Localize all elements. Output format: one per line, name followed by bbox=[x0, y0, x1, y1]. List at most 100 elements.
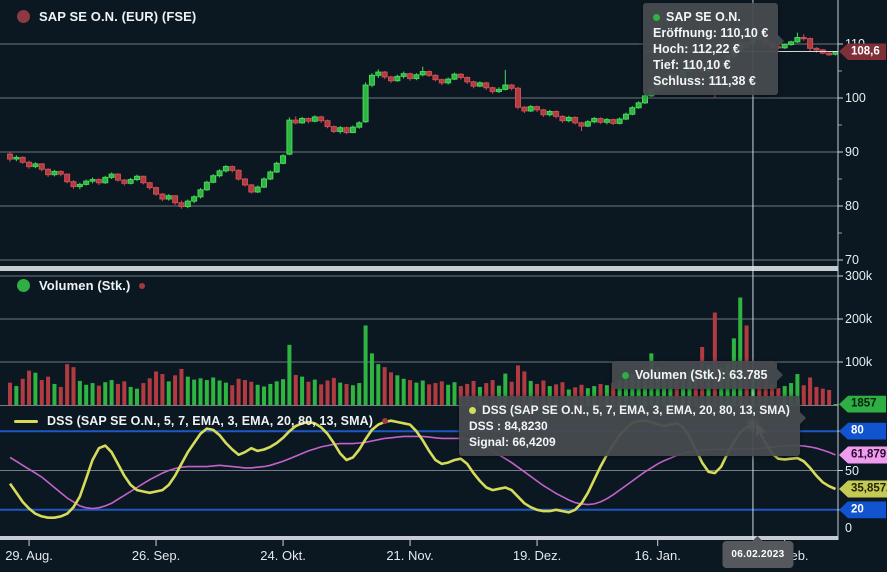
candlestick bbox=[114, 173, 121, 181]
candlestick bbox=[229, 166, 236, 171]
volume-bar bbox=[484, 383, 489, 405]
candlestick bbox=[565, 116, 572, 122]
candlestick bbox=[356, 122, 363, 128]
candlestick bbox=[184, 200, 191, 208]
volume-bar bbox=[446, 384, 451, 405]
volume-bar bbox=[636, 375, 641, 405]
volume-bar bbox=[198, 378, 203, 405]
volume-bar bbox=[33, 372, 38, 405]
volume-bar bbox=[217, 380, 222, 405]
candlestick bbox=[622, 113, 629, 120]
volume-bar bbox=[623, 377, 628, 405]
volume-bar bbox=[211, 377, 216, 405]
tooltip-series-dot-icon bbox=[653, 13, 660, 21]
candlestick bbox=[603, 119, 610, 123]
volume-bar bbox=[414, 382, 419, 405]
candlestick bbox=[343, 127, 350, 134]
volume-bar bbox=[395, 375, 400, 405]
volume-bar bbox=[433, 383, 438, 405]
volume-bar bbox=[522, 371, 527, 405]
volume-bar bbox=[52, 383, 57, 405]
volume-bar bbox=[147, 378, 152, 405]
tooltip-volume-value: Volumen (Stk.): 63.785 bbox=[635, 368, 768, 382]
dss-secondary-dot-icon bbox=[382, 418, 389, 424]
candlestick bbox=[102, 176, 109, 184]
crosshair-date: 06.02.2023 bbox=[731, 549, 785, 560]
candlestick bbox=[286, 119, 293, 155]
candlestick bbox=[521, 106, 528, 112]
volume-bar bbox=[516, 365, 520, 405]
candlestick bbox=[222, 166, 229, 172]
volume-bar bbox=[71, 367, 76, 405]
candlestick bbox=[394, 75, 401, 82]
candlestick bbox=[203, 181, 210, 191]
volume-bar bbox=[376, 364, 381, 405]
volume-bar bbox=[541, 380, 546, 405]
last-volume-badge: 1857 bbox=[839, 395, 886, 413]
volume-bar bbox=[319, 384, 324, 405]
candlestick bbox=[445, 78, 452, 84]
candlestick bbox=[368, 74, 375, 86]
price-axis-label: 90 bbox=[845, 145, 859, 159]
volume-bar bbox=[814, 386, 819, 405]
dss-level-20-badge: 20 bbox=[839, 501, 886, 519]
date-axis-label: 24. Okt. bbox=[260, 548, 306, 563]
volume-bar bbox=[738, 297, 743, 405]
volume-bar bbox=[630, 374, 635, 405]
price-series-dot-icon bbox=[17, 10, 30, 23]
volume-bar bbox=[46, 376, 51, 405]
volume-bar bbox=[103, 382, 108, 405]
volume-bar bbox=[598, 383, 603, 405]
candlestick bbox=[121, 179, 128, 184]
date-axis-label: 19. Dez. bbox=[512, 548, 562, 563]
volume-bar bbox=[122, 381, 127, 405]
volume-bar bbox=[65, 364, 70, 405]
candlestick bbox=[610, 119, 617, 124]
dss-series-legend[interactable]: DSS (SAP SE O.N., 5, 7, EMA, 3, EMA, 20,… bbox=[14, 414, 389, 428]
candlestick bbox=[159, 193, 166, 200]
candlestick bbox=[108, 173, 115, 178]
volume-bar bbox=[611, 382, 616, 405]
volume-series-legend[interactable]: Volumen (Stk.) bbox=[17, 278, 146, 293]
volume-bar bbox=[8, 382, 12, 405]
candlestick bbox=[7, 153, 13, 160]
dss-tooltip: DSS (SAP SE O.N., 5, 7, EMA, 3, EMA, 20,… bbox=[459, 396, 806, 456]
candlestick bbox=[800, 37, 807, 40]
date-axis-label: 16. Jan. bbox=[634, 548, 681, 563]
volume-bar bbox=[338, 382, 343, 405]
volume-bar bbox=[185, 376, 190, 405]
candlestick bbox=[292, 119, 299, 124]
volume-bar bbox=[827, 389, 832, 405]
candlestick bbox=[134, 175, 140, 181]
price-series-legend[interactable]: SAP SE O.N. (EUR) (FSE) bbox=[17, 9, 196, 24]
volume-bar bbox=[141, 383, 146, 405]
candlestick bbox=[388, 76, 394, 82]
candlestick bbox=[451, 73, 458, 80]
tooltip-dss-value: DSS : 84,8230 bbox=[469, 419, 548, 433]
volume-bar bbox=[604, 385, 609, 405]
volume-bar bbox=[528, 380, 533, 405]
candlestick bbox=[318, 116, 325, 122]
candlestick bbox=[559, 115, 566, 122]
volume-bar bbox=[465, 383, 470, 405]
tooltip-title: SAP SE O.N. bbox=[666, 10, 741, 24]
candlestick bbox=[280, 155, 287, 164]
tooltip-low: Tief: 110,10 € bbox=[653, 58, 731, 72]
volume-bar bbox=[592, 386, 597, 405]
candlestick bbox=[349, 126, 356, 134]
volume-bar bbox=[579, 384, 584, 405]
volume-bar bbox=[306, 381, 311, 405]
volume-bar bbox=[293, 374, 298, 405]
candlestick bbox=[51, 170, 58, 176]
candlestick bbox=[362, 84, 369, 123]
candlestick bbox=[629, 107, 636, 115]
candlestick bbox=[38, 163, 45, 170]
candlestick bbox=[578, 122, 585, 127]
volume-bar bbox=[693, 377, 698, 405]
volume-bar bbox=[344, 383, 349, 405]
candlestick bbox=[407, 73, 414, 80]
candlestick bbox=[515, 87, 521, 108]
candlestick bbox=[178, 202, 185, 208]
